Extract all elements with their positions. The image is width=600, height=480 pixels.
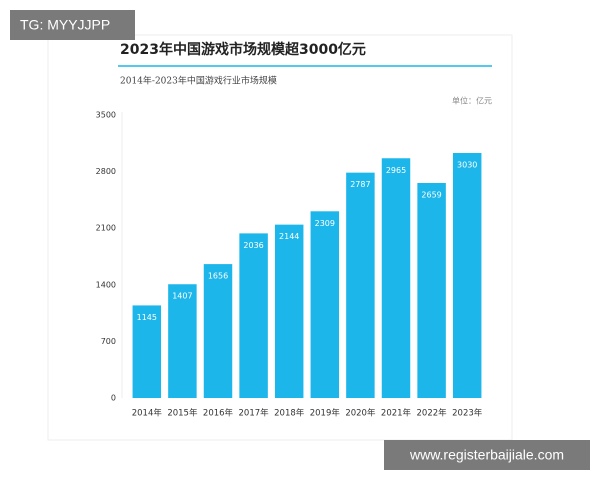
bar <box>417 183 446 398</box>
value-label: 2659 <box>421 191 441 200</box>
watermark-box <box>10 10 135 40</box>
value-label: 3030 <box>457 161 477 170</box>
y-tick-label: 3500 <box>96 111 116 120</box>
x-tick-label: 2023年 <box>452 408 483 419</box>
bar <box>274 224 304 398</box>
bar <box>310 211 340 398</box>
watermark-box <box>384 440 590 470</box>
value-label: 2309 <box>315 219 335 228</box>
x-tick-label: 2020年 <box>345 408 376 419</box>
bar <box>132 305 162 398</box>
x-tick-label: 2021年 <box>381 408 412 419</box>
y-tick-label: 1400 <box>96 280 116 289</box>
bar <box>452 153 482 398</box>
value-label: 2787 <box>350 180 370 189</box>
value-label: 1145 <box>137 313 157 322</box>
x-tick-label: 2017年 <box>239 408 270 419</box>
bar <box>239 233 268 398</box>
x-tick-label: 2019年 <box>310 408 341 419</box>
value-label: 1656 <box>208 272 228 281</box>
x-tick-label: 2016年 <box>203 408 234 419</box>
x-tick-label: 2022年 <box>417 408 448 419</box>
bar <box>346 172 375 398</box>
y-tick-label: 0 <box>111 394 116 403</box>
x-tick-label: 2015年 <box>167 408 198 419</box>
bar <box>203 264 233 398</box>
bar <box>168 284 197 398</box>
y-tick-label: 700 <box>101 337 116 346</box>
y-tick-label: 2800 <box>96 167 116 176</box>
unit-label: 单位：亿元 <box>452 96 492 106</box>
bar <box>381 158 411 398</box>
chart-subtitle: 2014年-2023年中国游戏行业市场规模 <box>120 75 277 87</box>
x-tick-label: 2018年 <box>274 408 305 419</box>
chart-title: 2023年中国游戏市场规模超3000亿元 <box>120 41 366 58</box>
value-label: 2965 <box>386 166 406 175</box>
value-label: 2144 <box>279 232 299 241</box>
value-label: 1407 <box>172 292 192 301</box>
watermark-text: www.registerbaijiale.com <box>409 447 564 463</box>
watermark-text: TG: MYYJJPP <box>20 17 110 33</box>
value-label: 2036 <box>243 241 263 250</box>
x-tick-label: 2014年 <box>132 408 163 419</box>
y-tick-label: 2100 <box>96 224 116 233</box>
